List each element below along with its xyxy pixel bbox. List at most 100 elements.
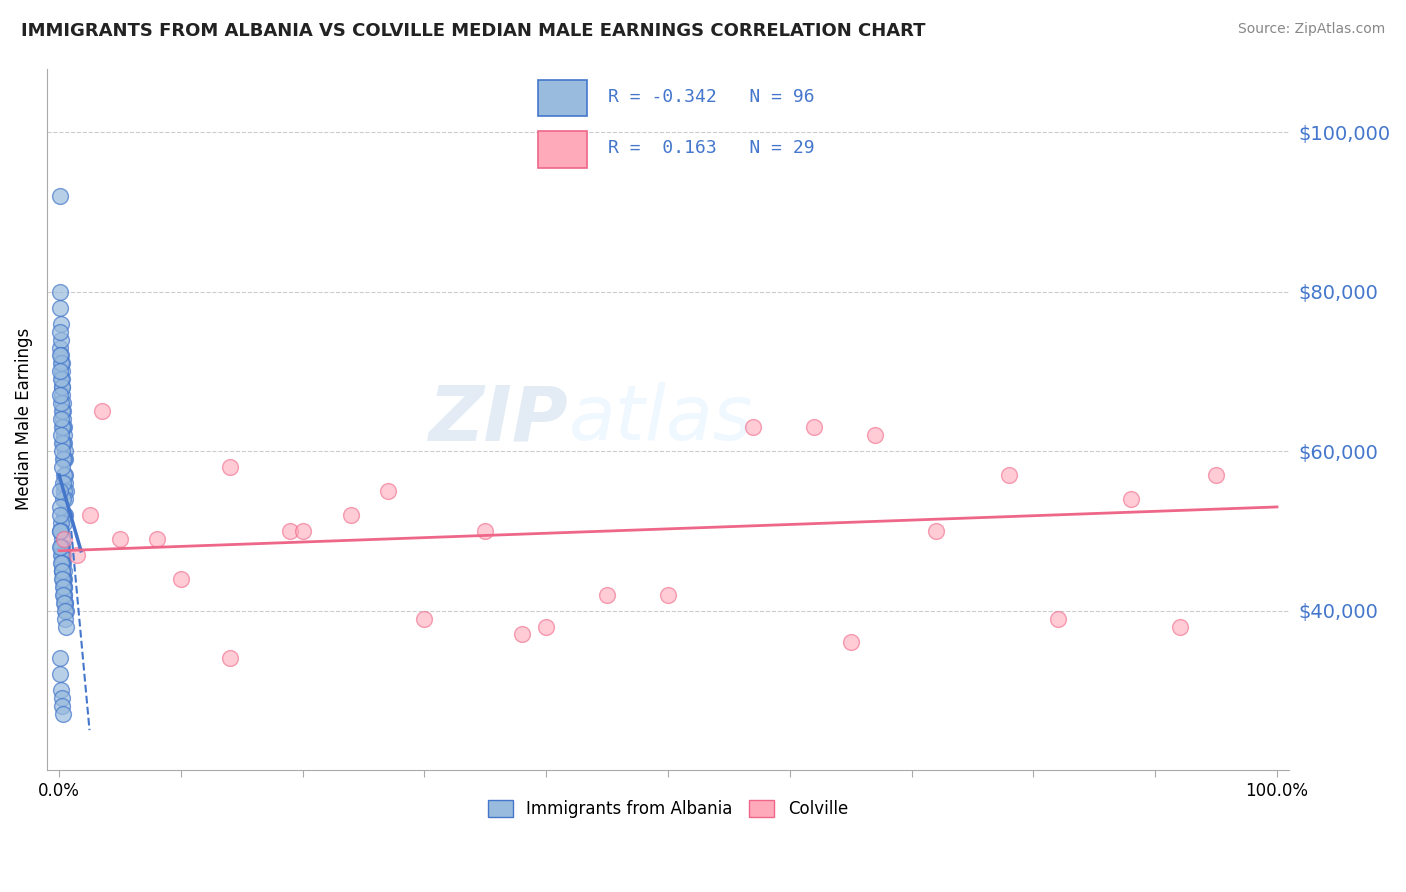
Point — [291, 524, 314, 538]
Point — [52, 452, 75, 467]
Point — [51, 548, 73, 562]
Point — [145, 532, 167, 546]
Point — [53, 444, 76, 458]
Point — [52, 476, 75, 491]
Point — [52, 556, 75, 570]
Point — [53, 468, 76, 483]
Point — [51, 380, 73, 394]
Point — [51, 444, 73, 458]
Point — [51, 691, 73, 706]
Point — [998, 468, 1021, 483]
Point — [340, 508, 363, 522]
Point — [52, 564, 75, 578]
Point — [49, 524, 72, 538]
Point — [51, 420, 73, 434]
Point — [49, 540, 72, 554]
Point — [51, 460, 73, 475]
Point — [49, 556, 72, 570]
Point — [49, 341, 72, 355]
Point — [53, 516, 76, 530]
Point — [596, 588, 619, 602]
Point — [52, 532, 75, 546]
Point — [52, 508, 75, 522]
Point — [66, 548, 89, 562]
Point — [52, 436, 75, 450]
Point — [51, 388, 73, 402]
Point — [803, 420, 825, 434]
Point — [52, 396, 75, 410]
Point — [52, 428, 75, 442]
Point — [49, 285, 72, 299]
Point — [53, 483, 76, 498]
Point — [1168, 619, 1191, 633]
Point — [51, 556, 73, 570]
Point — [218, 651, 240, 665]
Legend: Immigrants from Albania, Colville: Immigrants from Albania, Colville — [481, 793, 855, 825]
Point — [52, 572, 75, 586]
Point — [51, 396, 73, 410]
Point — [51, 349, 73, 363]
Point — [90, 404, 112, 418]
Point — [657, 588, 679, 602]
Point — [52, 420, 75, 434]
Point — [1046, 611, 1069, 625]
Point — [52, 580, 75, 594]
Point — [534, 619, 557, 633]
Point — [53, 596, 76, 610]
Point — [1205, 468, 1227, 483]
Point — [49, 524, 72, 538]
Point — [51, 540, 73, 554]
Point — [49, 516, 72, 530]
Point — [49, 683, 72, 698]
Point — [51, 404, 73, 418]
Point — [170, 572, 193, 586]
Point — [413, 611, 436, 625]
Point — [53, 572, 76, 586]
Point — [51, 699, 73, 714]
Point — [474, 524, 496, 538]
Point — [51, 364, 73, 378]
Point — [49, 301, 72, 315]
Text: atlas: atlas — [568, 383, 754, 457]
Point — [51, 564, 73, 578]
Point — [49, 349, 72, 363]
Point — [49, 333, 72, 347]
Point — [53, 588, 76, 602]
Point — [52, 596, 75, 610]
Point — [52, 580, 75, 594]
Point — [863, 428, 886, 442]
Point — [49, 356, 72, 370]
Point — [53, 476, 76, 491]
Point — [51, 572, 73, 586]
Y-axis label: Median Male Earnings: Median Male Earnings — [15, 328, 32, 510]
Point — [52, 452, 75, 467]
Point — [52, 707, 75, 722]
Point — [53, 452, 76, 467]
Point — [49, 500, 72, 514]
Point — [218, 460, 240, 475]
Point — [55, 508, 77, 522]
Point — [52, 588, 75, 602]
Point — [510, 627, 533, 641]
Text: ZIP: ZIP — [429, 383, 568, 457]
Point — [52, 580, 75, 594]
Point — [49, 325, 72, 339]
Point — [53, 596, 76, 610]
Point — [742, 420, 765, 434]
Point — [52, 491, 75, 506]
Point — [49, 364, 72, 378]
Text: IMMIGRANTS FROM ALBANIA VS COLVILLE MEDIAN MALE EARNINGS CORRELATION CHART: IMMIGRANTS FROM ALBANIA VS COLVILLE MEDI… — [21, 22, 925, 40]
Point — [49, 524, 72, 538]
Point — [51, 436, 73, 450]
Point — [53, 603, 76, 617]
Point — [1119, 491, 1142, 506]
Point — [52, 548, 75, 562]
FancyBboxPatch shape — [538, 80, 588, 116]
Point — [52, 420, 75, 434]
Point — [49, 372, 72, 386]
Point — [52, 572, 75, 586]
Point — [55, 603, 77, 617]
Point — [51, 428, 73, 442]
Point — [49, 508, 72, 522]
Text: R =  0.163   N = 29: R = 0.163 N = 29 — [609, 139, 814, 157]
